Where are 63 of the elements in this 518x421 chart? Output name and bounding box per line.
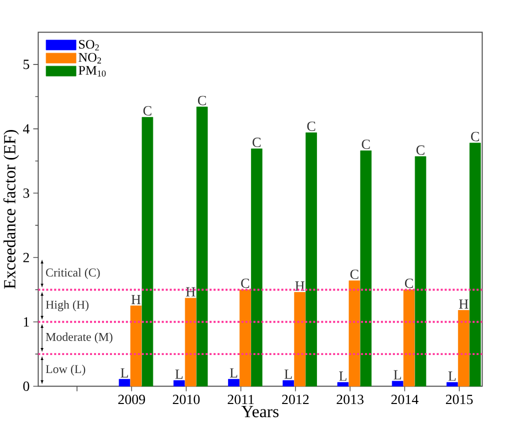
y-tick-label: 3	[23, 188, 30, 198]
x-tick-label: 2014	[391, 394, 418, 404]
annotation: Critical (C)	[46, 268, 100, 280]
bar	[414, 156, 426, 386]
bar	[142, 117, 154, 386]
data-label: C	[143, 106, 152, 116]
bar	[458, 310, 470, 386]
data-label: L	[230, 368, 238, 378]
data-label: H	[459, 299, 468, 309]
bar	[130, 306, 142, 386]
bar	[251, 148, 262, 386]
x-tick-label: 2011	[228, 394, 254, 404]
annotation: Low (L)	[46, 364, 86, 376]
annotation: High (H)	[46, 300, 88, 312]
data-label: C	[404, 278, 413, 288]
bar	[337, 382, 349, 386]
bar	[240, 290, 251, 386]
bar	[196, 106, 208, 386]
bar	[282, 380, 294, 386]
bar	[228, 378, 240, 386]
bar	[403, 290, 415, 386]
x-tick-label: 2015	[446, 394, 473, 404]
data-label: L	[120, 368, 128, 378]
data-label: C	[307, 122, 316, 131]
legend-label: NO$_{2}$	[78, 53, 101, 64]
y-tick-label: 1	[24, 317, 29, 326]
data-label: L	[448, 372, 456, 381]
bar	[392, 380, 404, 386]
data-label: C	[416, 145, 424, 155]
x-axis-title: Years	[242, 406, 279, 418]
data-label: L	[394, 370, 402, 380]
bar	[348, 280, 360, 386]
x-tick-label: 2010	[172, 394, 200, 404]
bar	[184, 298, 196, 386]
annotation: Moderate (M)	[46, 332, 112, 344]
data-label: L	[339, 372, 346, 381]
bar	[446, 382, 458, 386]
y-tick-label: 0	[23, 382, 30, 391]
data-label: L	[284, 370, 292, 379]
y-tick-label: 4	[23, 124, 30, 134]
y-tick-label: 2	[23, 252, 29, 262]
data-label: C	[198, 96, 206, 106]
data-label: C	[252, 138, 261, 148]
bar	[118, 378, 130, 386]
data-label: C	[350, 270, 358, 279]
legend-label: SO$_{2}$	[79, 40, 99, 50]
bar	[173, 380, 185, 386]
y-tick-label: 5	[24, 60, 30, 70]
bar	[360, 150, 372, 386]
legend-label: PM$_{10}$	[78, 66, 106, 77]
x-tick-label: 2013	[336, 394, 364, 404]
data-label: H	[186, 287, 196, 296]
bar	[306, 132, 317, 386]
data-label: C	[241, 278, 250, 288]
x-tick-label: 2012	[282, 394, 309, 404]
data-label: H	[131, 294, 141, 304]
data-label: L	[175, 370, 183, 379]
y-axis-title: Exceedance factor (EF)	[3, 130, 19, 289]
x-tick-label: 2009	[118, 394, 146, 404]
data-label: C	[362, 140, 370, 149]
bar	[294, 292, 306, 386]
data-label: C	[471, 132, 480, 142]
bar	[469, 142, 481, 386]
